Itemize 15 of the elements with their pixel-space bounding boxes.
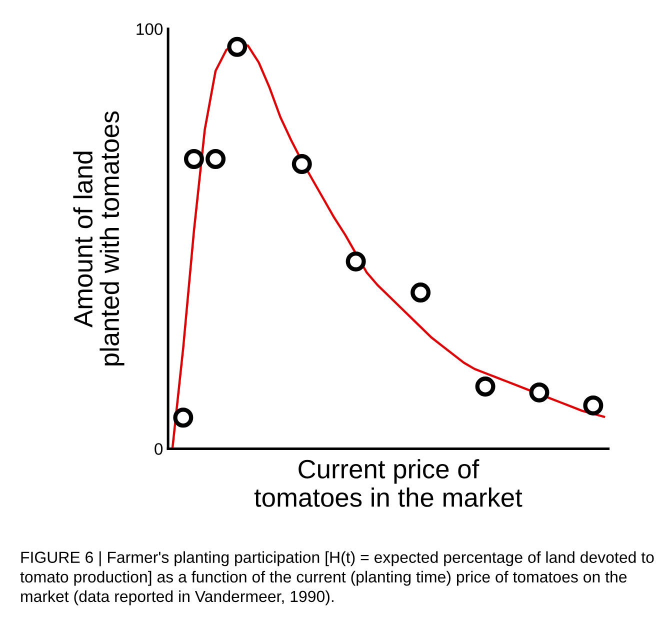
point (173, 408, 194, 428)
y-axis-title: Amount of land planted with tomatoes (73, 111, 124, 366)
caption: FIGURE 6 | Farmer's planting participation [H(t) = expected percentage of land devoted to tomato production] as a function of the current (planting time) price of tomatoes on the market (data reported in Vandermeer, 1990). (20, 551, 654, 606)
point (292, 154, 312, 174)
y-tick-label: 100 (136, 23, 163, 36)
point (206, 148, 226, 170)
point (529, 382, 550, 402)
x-axis-title: Current price of tomatoes in the market (254, 459, 522, 507)
point (475, 376, 496, 397)
point (184, 148, 204, 170)
point (583, 395, 604, 416)
point (227, 36, 248, 57)
point (346, 251, 366, 272)
y-tick-label: 0 (154, 443, 163, 455)
point (410, 282, 431, 303)
